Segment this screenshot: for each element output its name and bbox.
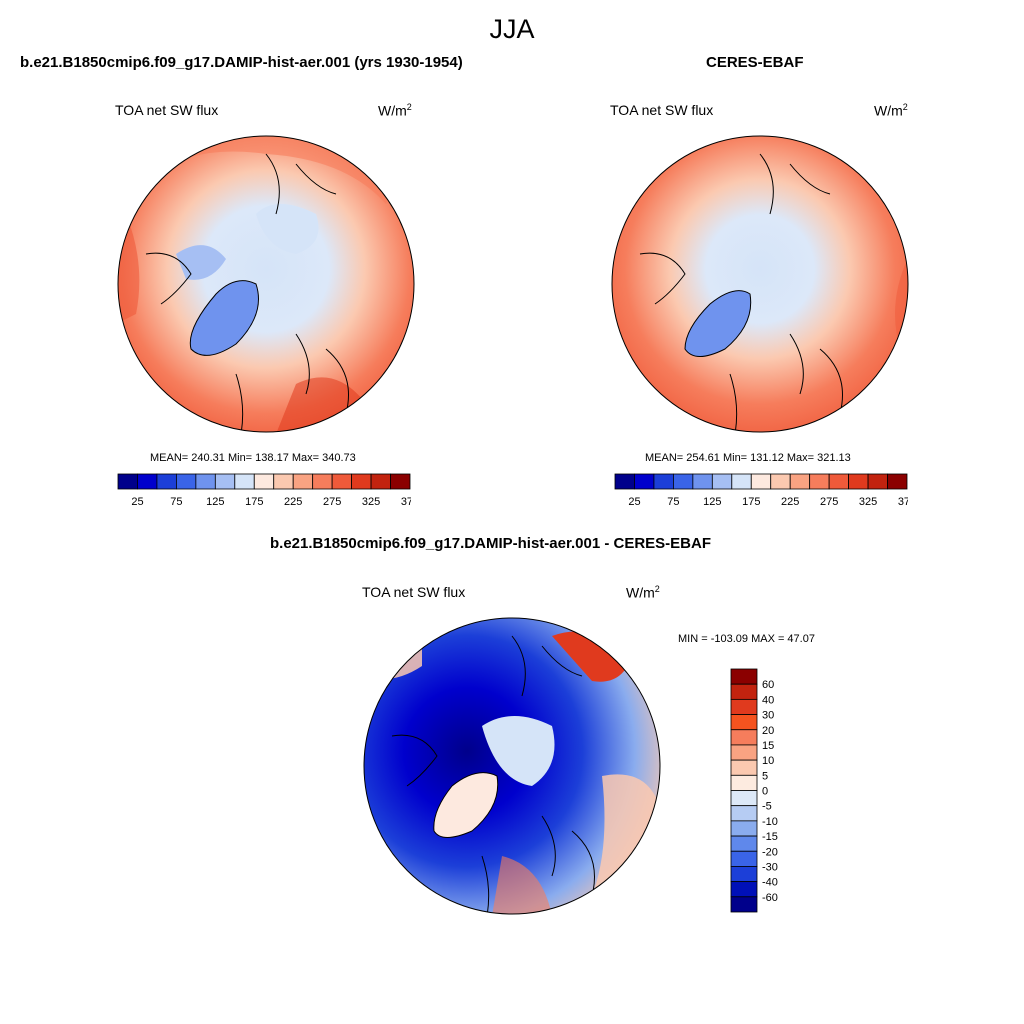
panel-1-polar-map xyxy=(117,135,415,433)
panel-3-colorbar-label: 10 xyxy=(762,755,774,767)
panel-2-colorbar-label: 375 xyxy=(898,496,908,508)
panel-3-colorbar-swatch xyxy=(730,790,758,807)
panel-3-colorbar-swatch xyxy=(730,683,758,700)
panel-1-colorbar-swatch xyxy=(253,473,275,490)
panel-3-colorbar-swatch xyxy=(730,729,758,746)
panel-1-colorbar: 25 75 125 175 225 275 325 375 xyxy=(117,473,411,508)
panel-2-colorbar-label: 25 xyxy=(628,496,640,508)
panel-1-colorbar-swatch xyxy=(176,473,197,490)
panel-2-colorbar-swatch xyxy=(828,473,849,490)
panel-2-colorbar-swatch xyxy=(673,473,694,490)
panel-1-colorbar-swatch xyxy=(351,473,372,490)
panel-2-title: CERES-EBAF xyxy=(706,54,804,71)
panel-1-colorbar-label: 75 xyxy=(170,496,182,508)
panel-3-colorbar-swatch xyxy=(730,668,758,685)
panel-1-colorbar-label: 275 xyxy=(323,496,341,508)
panel-2-stats: MEAN= 254.61 Min= 131.12 Max= 321.13 xyxy=(645,452,851,464)
panel-1-colorbar-swatch xyxy=(117,473,138,490)
panel-2-colorbar-swatch xyxy=(867,473,888,490)
panel-3-stats: MIN = -103.09 MAX = 47.07 xyxy=(678,633,815,645)
panel-2-colorbar-label: 75 xyxy=(667,496,679,508)
panel-3-colorbar-label: -15 xyxy=(762,831,778,843)
panel-3-colorbar-swatch xyxy=(730,759,758,776)
panel-3-colorbar-label: -10 xyxy=(762,816,778,828)
panel-3-colorbar-label: 20 xyxy=(762,725,774,737)
panel-2-units: W/m2 xyxy=(874,102,908,119)
panel-3-colorbar-label: 5 xyxy=(762,770,768,782)
panel-3-colorbar: 60 40 30 20 15 10 5 0 -5 -10 -15 -20 -30 -40 -60 xyxy=(730,668,778,913)
panel-3-colorbar-swatch xyxy=(730,835,758,852)
panel-1-colorbar-label: 375 xyxy=(401,496,411,508)
panel-2-colorbar-label: 325 xyxy=(859,496,877,508)
panel-1-colorbar-swatch xyxy=(156,473,177,490)
panel-2-colorbar-swatch xyxy=(887,473,908,490)
panel-2-variable: TOA net SW flux xyxy=(610,102,714,118)
panel-1-colorbar-swatch xyxy=(195,473,216,490)
panel-1-variable: TOA net SW flux xyxy=(115,102,219,118)
panel-1-title: b.e21.B1850cmip6.f09_g17.DAMIP-hist-aer.… xyxy=(20,54,463,71)
figure-title: JJA xyxy=(489,14,535,44)
panel-2-colorbar-label: 175 xyxy=(742,496,760,508)
panel-2-colorbar-swatch xyxy=(614,473,635,490)
panel-2-polar-map xyxy=(611,135,909,433)
panel-3-colorbar-label: 0 xyxy=(762,786,768,798)
panel-3-colorbar-label: -60 xyxy=(762,892,778,904)
panel-1-colorbar-swatch xyxy=(390,473,411,490)
panel-2-colorbar-label: 125 xyxy=(703,496,721,508)
panel-2-colorbar-swatch xyxy=(731,473,752,490)
panel-3-colorbar-label: -30 xyxy=(762,861,778,873)
panel-3-title: b.e21.B1850cmip6.f09_g17.DAMIP-hist-aer.… xyxy=(270,535,711,552)
panel-3-colorbar-swatch xyxy=(730,805,758,822)
panel-2-colorbar: 25 75 125 175 225 275 325 375 xyxy=(614,473,908,508)
panel-3-colorbar-label: 60 xyxy=(762,679,774,691)
panel-2-colorbar-swatch xyxy=(634,473,655,490)
panel-2-colorbar-swatch xyxy=(653,473,674,490)
panel-3-variable: TOA net SW flux xyxy=(362,584,466,600)
panel-3-colorbar-swatch xyxy=(730,896,758,913)
panel-1-stats: MEAN= 240.31 Min= 138.17 Max= 340.73 xyxy=(150,452,356,464)
panel-3-colorbar-label: 40 xyxy=(762,694,774,706)
panel-1-colorbar-swatch xyxy=(234,473,255,490)
panel-1-colorbar-label: 175 xyxy=(245,496,263,508)
panel-3-colorbar-label: -40 xyxy=(762,877,778,889)
panel-1-colorbar-label: 225 xyxy=(284,496,302,508)
panel-2-colorbar-label: 275 xyxy=(820,496,838,508)
panel-2-colorbar-label: 225 xyxy=(781,496,799,508)
panel-2-colorbar-swatch xyxy=(711,473,733,490)
panel-1-colorbar-swatch xyxy=(214,473,236,490)
panel-3-units: W/m2 xyxy=(626,584,660,601)
panel-3-colorbar-swatch xyxy=(730,866,758,883)
panel-3-colorbar-label: -5 xyxy=(762,801,772,813)
panel-3-colorbar-label: -20 xyxy=(762,846,778,858)
panel-1-colorbar-swatch xyxy=(370,473,391,490)
panel-3-colorbar-swatch xyxy=(730,881,758,898)
panel-2-colorbar-swatch xyxy=(750,473,772,490)
panel-1-colorbar-label: 325 xyxy=(362,496,380,508)
panel-1-colorbar-swatch xyxy=(312,473,333,490)
panel-2-colorbar-swatch xyxy=(848,473,869,490)
panel-2-colorbar-swatch xyxy=(809,473,830,490)
panel-3-polar-map xyxy=(363,617,661,915)
panel-3-colorbar-swatch xyxy=(730,850,758,867)
panel-3-colorbar-label: 15 xyxy=(762,740,774,752)
panel-2-colorbar-swatch xyxy=(789,473,811,490)
panel-3-colorbar-swatch xyxy=(730,774,758,791)
panel-1-colorbar-label: 125 xyxy=(206,496,224,508)
panel-3-colorbar-label: 30 xyxy=(762,710,774,722)
panel-1-colorbar-swatch xyxy=(273,473,294,490)
panel-1-units: W/m2 xyxy=(378,102,412,119)
panel-3-colorbar-swatch xyxy=(730,698,758,715)
panel-1-colorbar-swatch xyxy=(292,473,314,490)
panel-3-colorbar-swatch xyxy=(730,744,758,761)
panel-1-colorbar-label: 25 xyxy=(131,496,143,508)
panel-3-colorbar-swatch xyxy=(730,714,758,731)
panel-2-colorbar-swatch xyxy=(770,473,791,490)
panel-3-colorbar-swatch xyxy=(730,820,758,837)
panel-2-colorbar-swatch xyxy=(692,473,713,490)
panel-1-colorbar-swatch xyxy=(137,473,158,490)
panel-1-colorbar-swatch xyxy=(331,473,352,490)
